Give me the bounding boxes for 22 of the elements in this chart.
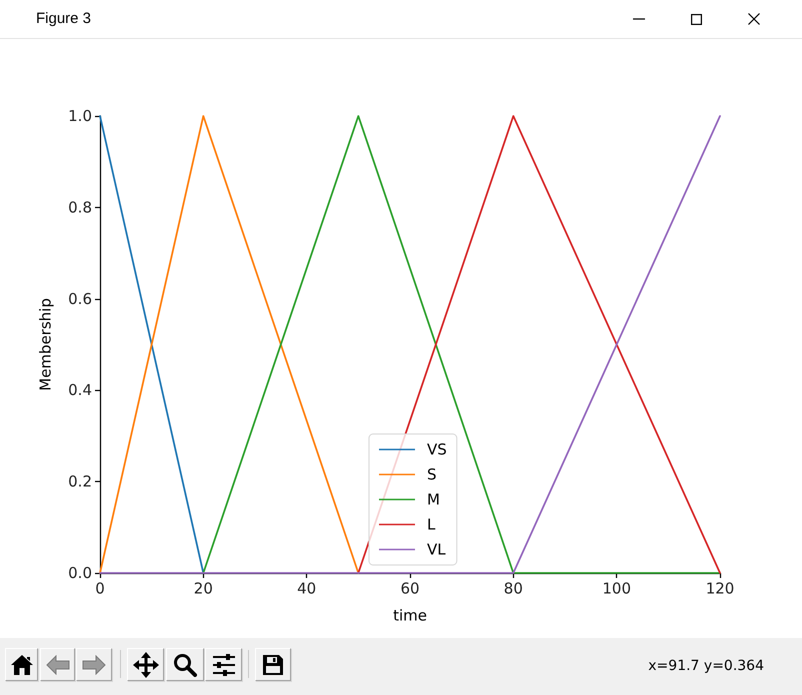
x-tick-label: 60 <box>400 580 420 598</box>
x-axis-title: time <box>393 606 427 624</box>
y-tick-label: 0.4 <box>68 381 92 400</box>
legend-label: S <box>427 466 437 484</box>
y-tick-label: 0.8 <box>68 198 92 216</box>
y-tick-label: 1.0 <box>68 107 92 125</box>
y-tick-label: 0.2 <box>68 472 92 491</box>
chart-title: Figure 3 <box>36 9 92 29</box>
x-tick-label: 120 <box>706 580 734 598</box>
legend-label: L <box>427 516 436 534</box>
legend-label: VS <box>427 440 447 458</box>
x-tick-label: 80 <box>504 580 523 598</box>
y-tick-label: 0.0 <box>68 564 92 582</box>
y-axis-title: Membership <box>36 298 54 391</box>
x-tick-label: 20 <box>194 580 213 598</box>
text: x=91.7 y=0.364 <box>648 658 764 674</box>
x-tick-label: 0 <box>95 580 105 598</box>
legend-label: VL <box>427 540 446 558</box>
x-tick-label: 100 <box>602 580 631 598</box>
legend-label: M <box>427 490 440 508</box>
x-tick-label: 40 <box>297 580 316 598</box>
y-tick-label: 0.6 <box>68 290 92 308</box>
